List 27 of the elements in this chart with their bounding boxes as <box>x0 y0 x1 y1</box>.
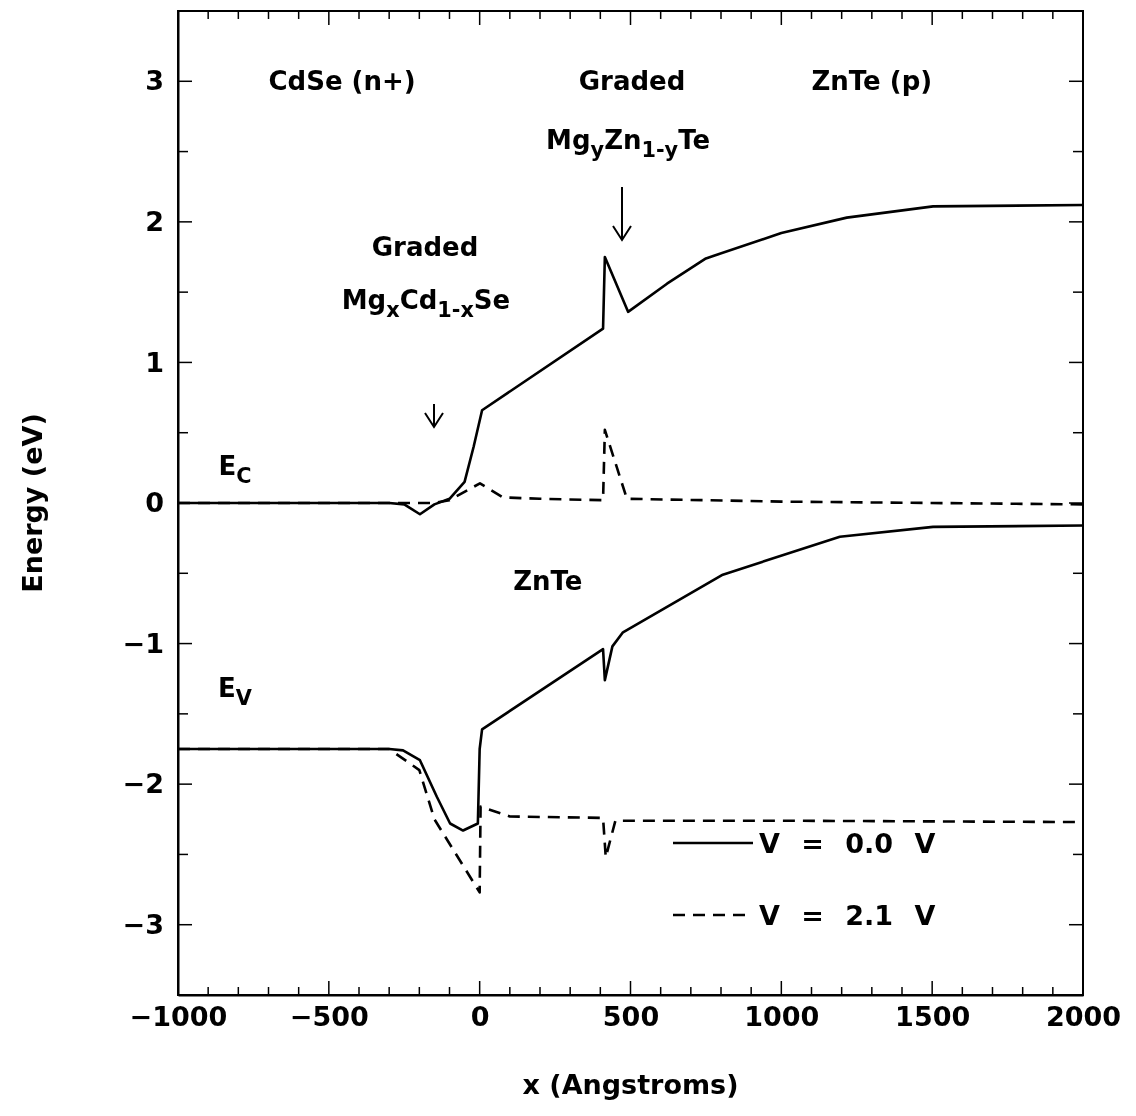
annotation: E$_{V}$ <box>218 672 252 711</box>
y-tick-label: 2 <box>145 206 164 237</box>
y-tick-label: 0 <box>145 487 164 519</box>
annotation: CdSe (n+) <box>268 65 416 96</box>
x-tick-label: 2000 <box>1045 1001 1122 1033</box>
annotation: Mg$_{x}$Cd$_{1-x}$Se <box>341 285 511 323</box>
y-tick-label: 1 <box>145 346 164 378</box>
x-tick-label: 500 <box>602 1001 660 1033</box>
x-tick-label: 0 <box>470 1001 490 1033</box>
x-tick-label: 1000 <box>744 1001 820 1033</box>
x-tick-label: 1500 <box>895 1001 971 1033</box>
annotation: ZnTe <box>513 566 583 597</box>
annotation: ZnTe (p) <box>811 65 933 96</box>
x-tick-label: −500 <box>289 1001 369 1033</box>
legend-label: V = 2.1 V <box>759 900 936 931</box>
y-tick-label: −3 <box>122 908 164 940</box>
annotation: Graded <box>371 231 479 262</box>
annotation: E$_{C}$ <box>218 450 252 489</box>
y-axis-title: Energy (eV) <box>17 413 48 593</box>
y-tick-label: −2 <box>122 768 164 800</box>
annotation: Mg$_{y}$Zn$_{1-y}$Te <box>546 124 711 163</box>
x-axis-title: x (Angstroms) <box>522 1069 739 1100</box>
annotation: Graded <box>578 65 686 96</box>
x-tick-label: −1000 <box>129 1001 228 1033</box>
y-tick-label: −1 <box>122 627 164 659</box>
y-tick-label: 3 <box>145 65 164 97</box>
legend-label: V = 0.0 V <box>759 828 936 859</box>
